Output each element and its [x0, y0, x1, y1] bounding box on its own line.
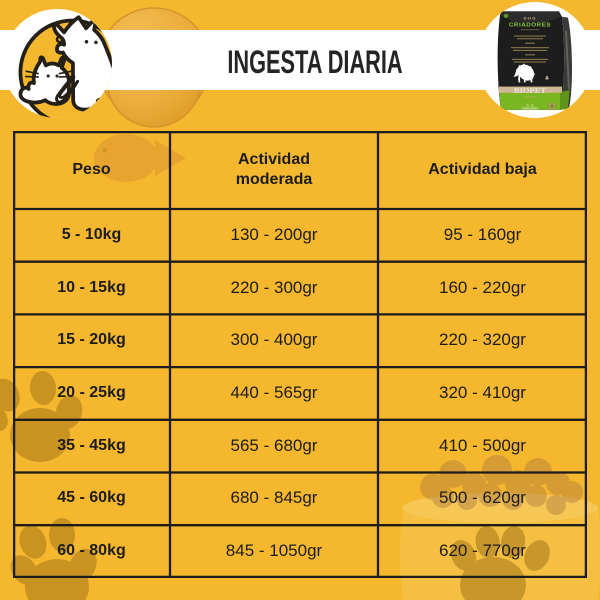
svg-text:CRIADORES: CRIADORES [522, 107, 539, 111]
svg-text:BIOPET: BIOPET [514, 86, 547, 94]
svg-text:CRIADORES: CRIADORES [509, 23, 551, 29]
svg-text:DOG: DOG [524, 16, 537, 21]
svg-text:Premium: Premium [524, 94, 536, 98]
